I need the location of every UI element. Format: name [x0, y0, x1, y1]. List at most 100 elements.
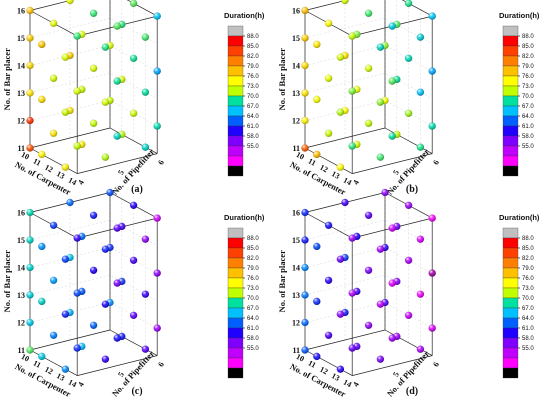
colorbar-tick-label: 88.0	[247, 34, 259, 40]
colorbar-tick-label: 55.0	[247, 346, 259, 352]
x-tick-label: 11	[307, 358, 318, 369]
colorbar-segment	[227, 35, 244, 47]
colorbar-tick-label: 61.0	[247, 326, 259, 332]
colorbar-tick-label: 58.0	[522, 336, 534, 342]
z-tick-label: 11	[292, 346, 300, 355]
data-point-shading	[388, 22, 396, 30]
y-tick-label: 6	[156, 360, 166, 368]
data-point-shading	[90, 9, 98, 17]
colorbar-tick-label: 64.0	[247, 114, 259, 120]
colorbar-segment	[227, 277, 244, 289]
data-point-shading	[405, 256, 413, 264]
data-point-shading	[113, 279, 121, 287]
colorbar-segment	[502, 337, 519, 349]
data-point-shading	[141, 235, 149, 243]
data-point-shading	[313, 150, 321, 158]
x-tick-label: 12	[43, 365, 54, 377]
colorbar-segment	[227, 267, 244, 279]
data-point-shading	[38, 297, 46, 305]
x-tick-label: 11	[307, 156, 318, 167]
colorbar-segment	[227, 347, 244, 359]
box-edge	[109, 127, 158, 154]
colorbar-segment	[502, 257, 519, 269]
data-point-shading	[141, 345, 149, 353]
data-point-shading	[428, 12, 436, 20]
data-point-shading	[38, 95, 46, 103]
colorbar-segment	[227, 317, 244, 329]
z-tick-label: 15	[17, 34, 25, 43]
colorbar-segment	[227, 145, 244, 157]
data-point-shading	[101, 153, 109, 161]
colorbar-tick-label: 73.0	[522, 84, 534, 90]
data-point-shading	[301, 236, 309, 244]
data-point-shading	[336, 365, 344, 373]
data-point-shading	[73, 234, 81, 242]
data-point-shading	[101, 355, 109, 363]
data-point-shading	[73, 344, 81, 352]
data-point-shading	[301, 208, 309, 217]
data-point-shading	[325, 19, 333, 27]
data-point-shading	[130, 311, 138, 319]
data-point-shading	[101, 245, 109, 253]
box-edge	[352, 153, 433, 174]
colorbar-segment	[502, 367, 519, 379]
data-point-shading	[325, 331, 333, 339]
x-tick-label: 10	[295, 150, 306, 162]
data-point-shading	[388, 224, 396, 232]
grid-line	[29, 72, 158, 99]
colorbar-segment	[227, 155, 244, 167]
colorbar-title: Duration(h)	[224, 11, 265, 20]
data-point-shading	[348, 344, 356, 352]
data-point-shading	[50, 19, 58, 27]
data-point-shading	[325, 221, 333, 229]
z-tick-label: 11	[292, 144, 300, 153]
colorbar-segment	[227, 257, 244, 269]
data-point-shading	[38, 150, 46, 158]
z-tick-label: 12	[292, 117, 300, 126]
grid-lines	[304, 0, 433, 154]
panel-label: (a)	[131, 184, 143, 195]
colorbar-segment	[227, 75, 244, 87]
data-point-shading	[90, 211, 98, 219]
box-edge	[384, 127, 433, 154]
data-point-shading	[365, 64, 373, 72]
colorbar-tick-label: 67.0	[247, 306, 259, 312]
data-point-shading	[405, 54, 413, 62]
colorbar-tick-label: 85.0	[247, 246, 259, 252]
data-point-shading	[428, 67, 436, 75]
data-point-shading	[388, 279, 396, 287]
data-point-shading	[38, 242, 46, 250]
colorbar-tick-label: 88.0	[247, 236, 259, 242]
colorbar-segment	[227, 135, 244, 147]
x-tick-label: 12	[43, 163, 54, 175]
data-point-shading	[50, 129, 58, 137]
data-point-shading	[90, 266, 98, 274]
x-tick-label: 14	[67, 176, 78, 188]
data-point-shading	[348, 142, 356, 150]
colorbar-segment	[227, 307, 244, 319]
colorbar-tick-label: 76.0	[522, 276, 534, 282]
x-tick-label: 11	[32, 358, 43, 369]
grid-line	[304, 219, 433, 246]
box-edge	[29, 349, 78, 376]
colorbar-segment	[502, 85, 519, 97]
colorbar-tick-label: 85.0	[522, 246, 534, 252]
z-tick-label: 12	[292, 319, 300, 328]
data-point-shading	[141, 143, 149, 151]
panel-label: (b)	[406, 184, 418, 195]
colorbar-tick-label: 82.0	[522, 256, 534, 262]
box-edge	[304, 329, 386, 351]
colorbar-title: Duration(h)	[499, 213, 540, 222]
y-tick-label: 5	[116, 168, 126, 176]
z-axis-title: No. of Bar placer	[277, 48, 287, 110]
z-tick-label: 13	[17, 291, 25, 300]
data-point-shading	[73, 32, 81, 40]
colorbar-tick-label: 73.0	[247, 84, 259, 90]
data-point-shading	[348, 87, 356, 95]
data-point-shading	[113, 334, 121, 342]
data-point-shading	[301, 61, 309, 70]
x-tick-label: 13	[55, 371, 66, 383]
data-point-shading	[348, 32, 356, 40]
z-tick-label: 14	[17, 264, 25, 273]
